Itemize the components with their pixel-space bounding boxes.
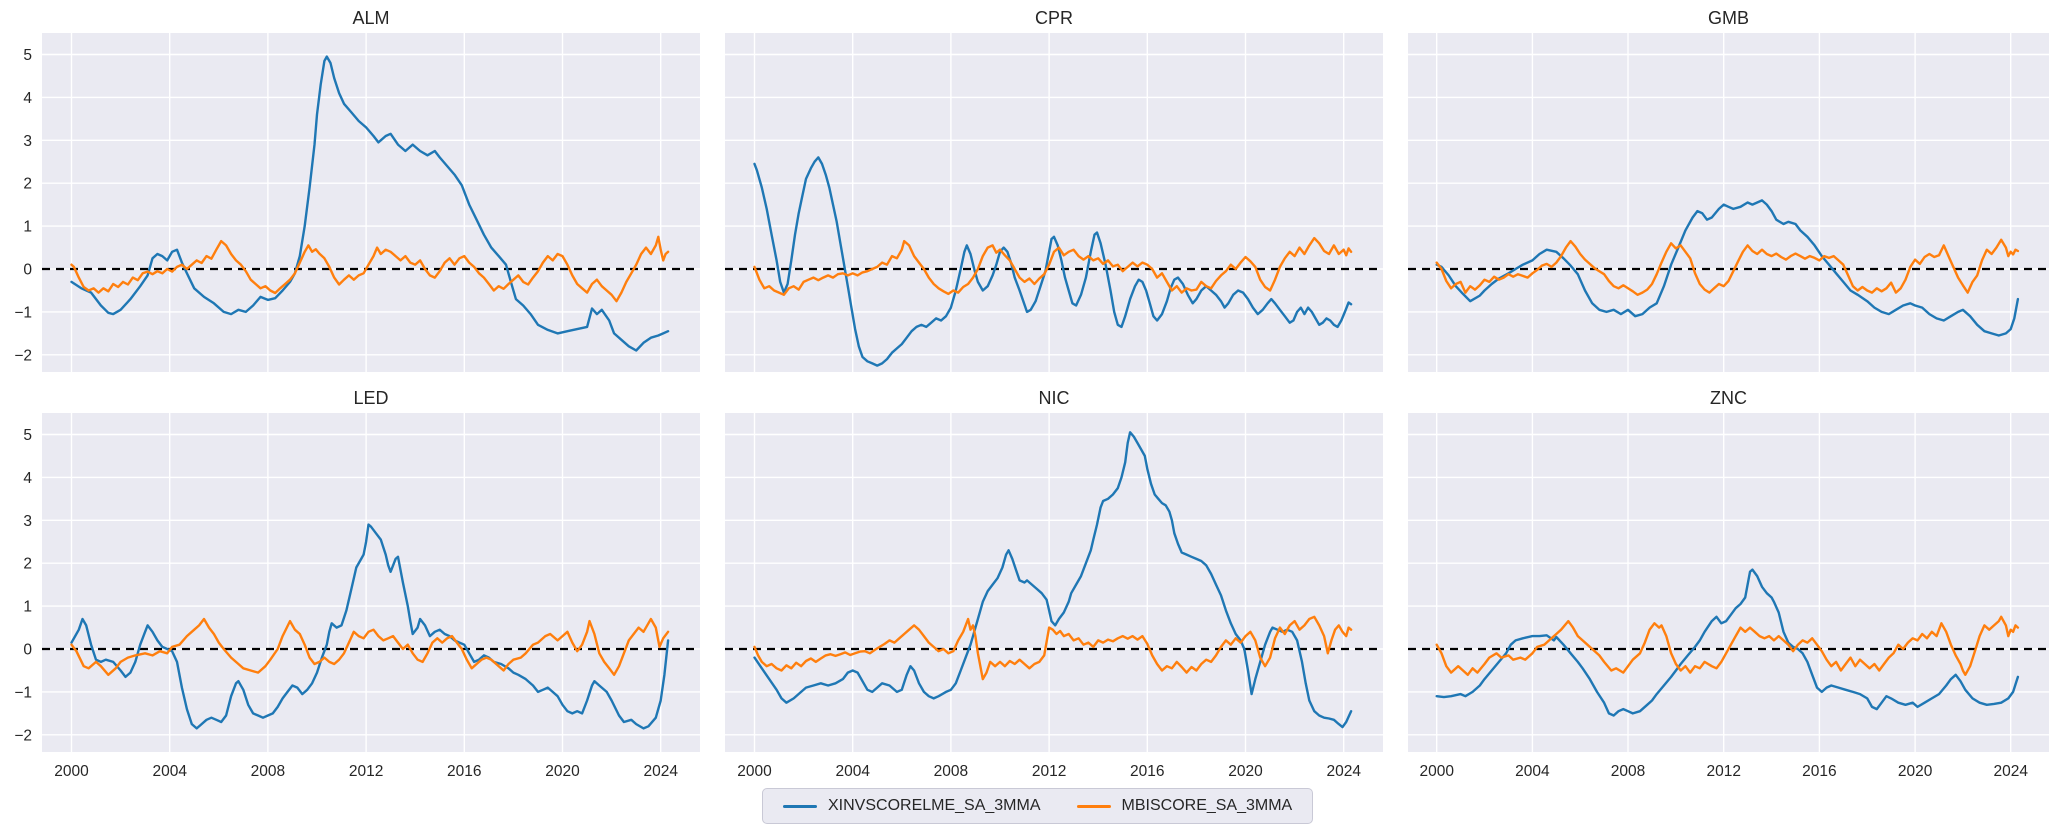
series-line-xinvscorelme_sa_3mma (753, 431, 1353, 729)
chart-title: ZNC (1710, 388, 1747, 408)
x-tick-label: 2024 (643, 763, 678, 780)
y-tick-label: 1 (23, 219, 32, 236)
x-tick-label: 2000 (54, 763, 89, 780)
series-line-mbiscore_sa_3mma (753, 236, 1353, 296)
chart-nic: NIC 2000 2004 2008 2012 2016 2020 2024 (725, 388, 1383, 780)
x-tick-label: 2012 (349, 763, 383, 780)
y-tick-label: −2 (14, 727, 32, 744)
y-tick-label: 4 (23, 470, 32, 487)
chart-alm: ALM −2 −1 0 1 2 3 4 5 (14, 8, 700, 372)
legend-label: MBISCORE_SA_3MMA (1121, 797, 1293, 814)
chart-title: NIC (1039, 388, 1070, 408)
axes-background (42, 413, 700, 752)
series-line-xinvscorelme_sa_3mma (70, 55, 670, 352)
x-tick-label: 2012 (1706, 763, 1740, 780)
axes-background (1408, 33, 2049, 372)
series-line-xinvscorelme_sa_3mma (1435, 199, 2020, 337)
series-line-mbiscore_sa_3mma (70, 617, 670, 676)
legend: XINVSCORELME_SA_3MMA MBISCORE_SA_3MMA (762, 788, 1314, 824)
chart-title: LED (353, 388, 388, 408)
y-tick-label: −1 (14, 304, 32, 321)
x-tick-label: 2000 (1419, 763, 1454, 780)
x-tick-label: 2020 (1898, 763, 1933, 780)
chart-led: LED −2 −1 0 1 2 3 4 5 2000 2004 2008 2012 2016 2020 202… (14, 388, 700, 780)
y-tick-label: 5 (23, 427, 32, 444)
y-tick-label: 0 (23, 642, 32, 659)
y-tick-label: 5 (23, 47, 32, 64)
x-tick-label: 2004 (1515, 763, 1550, 780)
x-tick-label: 2020 (1228, 763, 1263, 780)
chart-title: ALM (352, 8, 389, 28)
orange-line-swatch-icon (1076, 804, 1111, 808)
x-tick-label: 2016 (1802, 763, 1836, 780)
legend-item-mbiscore: MBISCORE_SA_3MMA (1076, 797, 1293, 815)
x-tick-label: 2008 (251, 763, 285, 780)
axes-background (725, 413, 1383, 752)
axes-background (725, 33, 1383, 372)
x-tick-label: 2016 (447, 763, 481, 780)
y-tick-label: −2 (14, 347, 32, 364)
series-line-xinvscorelme_sa_3mma (70, 523, 670, 730)
y-tick-label: 2 (23, 556, 32, 573)
chart-znc: ZNC 2000 2004 2008 2012 2016 2020 2024 (1408, 388, 2049, 780)
x-tick-label: 2008 (934, 763, 968, 780)
series-line-xinvscorelme_sa_3mma (1435, 568, 2020, 717)
y-tick-label: −1 (14, 684, 32, 701)
y-tick-label: 4 (23, 90, 32, 107)
x-tick-label: 2024 (1993, 763, 2028, 780)
blue-line-swatch-icon (783, 804, 817, 808)
series-line-mbiscore_sa_3mma (1435, 238, 2020, 296)
chart-gmb: GMB (1408, 8, 2049, 372)
y-tick-label: 0 (23, 262, 32, 279)
x-tick-label: 2000 (737, 763, 772, 780)
y-tick-label: 3 (23, 513, 32, 530)
chart-cpr: CPR (725, 8, 1383, 372)
legend-item-xinvscorelme: XINVSCORELME_SA_3MMA (783, 797, 1041, 815)
axes-background (1408, 413, 2049, 752)
series-line-xinvscorelme_sa_3mma (753, 156, 1353, 367)
x-tick-label: 2004 (835, 763, 870, 780)
x-tick-label: 2020 (545, 763, 580, 780)
chart-title: CPR (1035, 8, 1073, 28)
x-tick-label: 2012 (1032, 763, 1066, 780)
series-line-mbiscore_sa_3mma (753, 615, 1353, 681)
y-tick-label: 1 (23, 599, 32, 616)
y-tick-label: 3 (23, 133, 32, 150)
series-line-mbiscore_sa_3mma (1435, 615, 2020, 676)
legend-label: XINVSCORELME_SA_3MMA (828, 797, 1041, 814)
x-tick-label: 2024 (1326, 763, 1361, 780)
x-tick-label: 2016 (1130, 763, 1164, 780)
chart-title: GMB (1708, 8, 1749, 28)
series-line-mbiscore_sa_3mma (70, 235, 670, 303)
x-tick-label: 2004 (152, 763, 187, 780)
x-tick-label: 2008 (1611, 763, 1645, 780)
y-tick-label: 2 (23, 176, 32, 193)
axes-background (42, 33, 700, 372)
